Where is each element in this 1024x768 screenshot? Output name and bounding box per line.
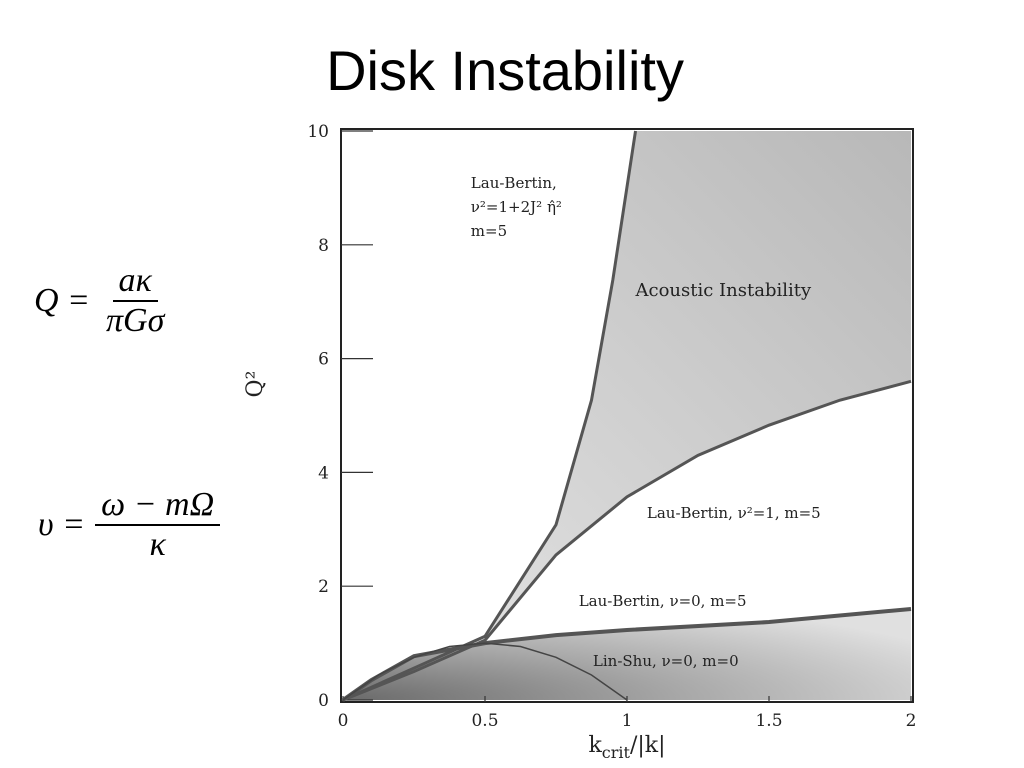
denominator: κ [149, 526, 166, 563]
fraction: ω − mΩ κ [95, 486, 221, 564]
annotation: Lau-Bertin, ν²=1, m=5 [647, 504, 821, 522]
y-tick-label: 10 [307, 122, 329, 142]
equation: Q = aκ πGσ [34, 262, 170, 340]
x-tick-label: 0 [338, 711, 349, 731]
y-tick-label: 2 [318, 577, 329, 597]
x-tick-label: 0.5 [471, 711, 498, 731]
curve [342, 379, 912, 702]
denominator: πGσ [106, 302, 165, 339]
numerator: aκ [112, 262, 158, 302]
y-tick-label: 4 [318, 463, 329, 483]
annotation: ν²=1+2J² η̂² [471, 198, 562, 216]
region-fill [343, 608, 911, 700]
numerator: ω − mΩ [95, 486, 221, 526]
slide-title: Disk Instability [326, 39, 684, 102]
fills [343, 131, 911, 700]
y-tick-label: 6 [318, 350, 329, 370]
x-tick-label: 1.5 [755, 711, 782, 731]
y-tick-label: 0 [318, 691, 329, 711]
y-axis-label: Q² [243, 371, 268, 398]
annotation: m=5 [471, 222, 507, 240]
y-tick-label: 8 [318, 236, 329, 256]
equation: υ = ω − mΩ κ [38, 486, 221, 564]
equation-lhs: Q = [34, 282, 90, 319]
x-tick-label: 2 [906, 711, 917, 731]
x-tick-label: 1 [622, 711, 633, 731]
x-label-rest: /|k| [630, 733, 666, 758]
x-axis-label: kcrit/|k| [588, 733, 665, 762]
curve [341, 606, 912, 702]
curve [342, 642, 628, 701]
annotation: Lau-Bertin, [471, 174, 557, 192]
equation-lhs: υ = [38, 506, 86, 543]
x-label-main: k [588, 733, 602, 758]
x-label-sub: crit [602, 743, 631, 762]
fraction: aκ πGσ [100, 262, 170, 340]
annotation: Acoustic Instability [635, 280, 812, 301]
curve [342, 130, 638, 702]
annotation: Lin-Shu, ν=0, m=0 [593, 652, 739, 670]
annotation: Lau-Bertin, ν=0, m=5 [579, 592, 747, 610]
